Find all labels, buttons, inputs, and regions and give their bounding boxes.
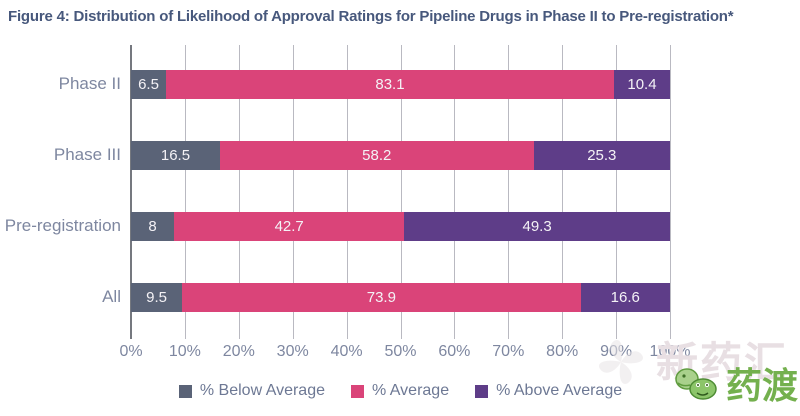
y-axis-line [130, 45, 132, 339]
bar-row-all: 9.5 73.9 16.6 [131, 283, 670, 312]
legend-swatch-icon [475, 384, 489, 398]
gridline [292, 45, 294, 339]
bar-segment: 42.7 [174, 212, 405, 241]
legend-item: % Above Average [475, 382, 622, 400]
bar-row-phase-iii: 16.5 58.2 25.3 [131, 141, 670, 170]
bar-segment: 49.3 [404, 212, 670, 241]
legend-item: % Average [351, 382, 449, 400]
x-tick-label: 80% [546, 343, 579, 360]
bar-segment: 16.6 [580, 283, 670, 312]
bar-segment: 9.5 [131, 283, 183, 312]
plot-area: 6.5 83.1 10.4 16.5 58.2 25.3 8 42.7 49.3 9.5 73.9 1… [130, 45, 671, 339]
legend-label: % Below Average [199, 382, 325, 399]
gridline [616, 45, 618, 339]
yaodu-logo: 药渡 [672, 363, 798, 408]
x-tick-label: 70% [492, 343, 525, 360]
bar-segment: 10.4 [613, 70, 670, 99]
gridline [184, 45, 186, 339]
yaodu-logo-text: 药渡 [725, 364, 798, 406]
gridline [400, 45, 402, 339]
chart-title: Figure 4: Distribution of Likelihood of … [8, 8, 734, 25]
legend-label: % Average [372, 382, 450, 399]
legend-item: % Below Average [178, 382, 325, 400]
gridline [238, 45, 240, 339]
x-tick-label: 40% [330, 343, 363, 360]
category-label: Pre-registration [4, 216, 121, 235]
bar-segment: 83.1 [166, 70, 614, 99]
x-tick-label: 60% [438, 343, 471, 360]
x-tick-label: 0% [119, 343, 143, 360]
bar-segment: 16.5 [131, 141, 220, 170]
category-label: All [102, 287, 121, 306]
x-tick-label: 100% [649, 343, 691, 360]
bar-row-pre-registration: 8 42.7 49.3 [131, 212, 670, 241]
bar-segment: 25.3 [533, 141, 670, 170]
bar-segment: 73.9 [182, 283, 581, 312]
gridline [346, 45, 348, 339]
bar-segment: 6.5 [131, 70, 167, 99]
category-label: Phase III [53, 145, 121, 164]
bar-row-phase-ii: 6.5 83.1 10.4 [131, 70, 670, 99]
gridline [454, 45, 456, 339]
category-label: Phase II [58, 74, 121, 93]
x-tick-label: 10% [168, 343, 201, 360]
x-tick-label: 20% [222, 343, 255, 360]
gridline [670, 45, 671, 339]
x-tick-label: 50% [384, 343, 417, 360]
bar-segment: 8 [131, 212, 175, 241]
bar-segment: 58.2 [219, 141, 534, 170]
legend-label: % Above Average [496, 382, 623, 399]
legend: % Below Average % Average % Above Average [131, 382, 670, 400]
yaodu-mascots-icon [672, 363, 724, 408]
legend-swatch-icon [351, 384, 364, 398]
gridline [508, 45, 510, 339]
legend-swatch-icon [178, 384, 192, 398]
x-tick-label: 30% [276, 343, 309, 360]
gridline [562, 45, 564, 339]
faint-clover-icon [592, 333, 650, 396]
